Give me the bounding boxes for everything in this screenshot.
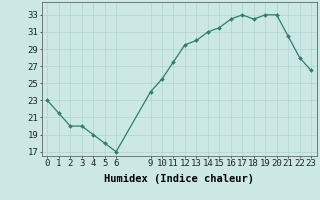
X-axis label: Humidex (Indice chaleur): Humidex (Indice chaleur) <box>104 174 254 184</box>
